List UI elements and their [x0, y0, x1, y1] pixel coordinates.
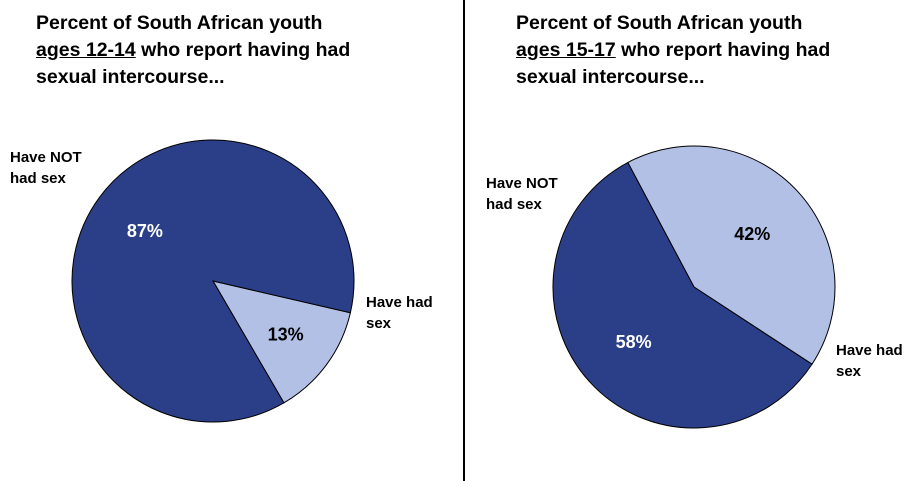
pie-chart: 58% 42%	[552, 145, 836, 429]
chart-title: Percent of South African youth ages 15-1…	[516, 10, 836, 91]
chart-panel-ages-12-14: Percent of South African youth ages 12-1…	[10, 10, 433, 423]
pie-slice-have-not-had-sex	[552, 161, 813, 429]
value-label-have-had-sex: 42%	[734, 224, 770, 244]
legend-label-have-not-had-sex: Have NOT had sex	[486, 175, 558, 213]
value-label-have-not-had-sex: 58%	[616, 332, 652, 352]
pie-slice-have-had-sex	[627, 145, 836, 365]
pie-slice-have-not-had-sex	[71, 139, 355, 423]
chart-title-text-end: who report having had sexual intercourse…	[36, 39, 351, 88]
chart-title-text-end: who report having had sexual intercourse…	[516, 39, 831, 88]
legend-label-have-not-had-sex: Have NOT had sex	[10, 149, 82, 187]
pie-slice-have-had-sex	[211, 280, 351, 404]
chart-title-age-range: ages 15-17	[516, 39, 616, 61]
pie-chart: 87% 13%	[71, 139, 355, 423]
chart-title: Percent of South African youth ages 12-1…	[36, 10, 356, 91]
panel-divider	[463, 0, 465, 481]
value-label-have-not-had-sex: 87%	[127, 221, 163, 241]
legend-label-have-had-sex: Have had sex	[836, 342, 903, 380]
chart-panel-ages-15-17: Percent of South African youth ages 15-1…	[466, 0, 920, 481]
chart-title-age-range: ages 12-14	[36, 39, 136, 61]
value-label-have-had-sex: 13%	[268, 325, 304, 345]
chart-title-text: Percent of South African youth	[36, 12, 323, 34]
legend-label-have-had-sex: Have had sex	[366, 294, 433, 332]
chart-title-text: Percent of South African youth	[516, 12, 803, 34]
